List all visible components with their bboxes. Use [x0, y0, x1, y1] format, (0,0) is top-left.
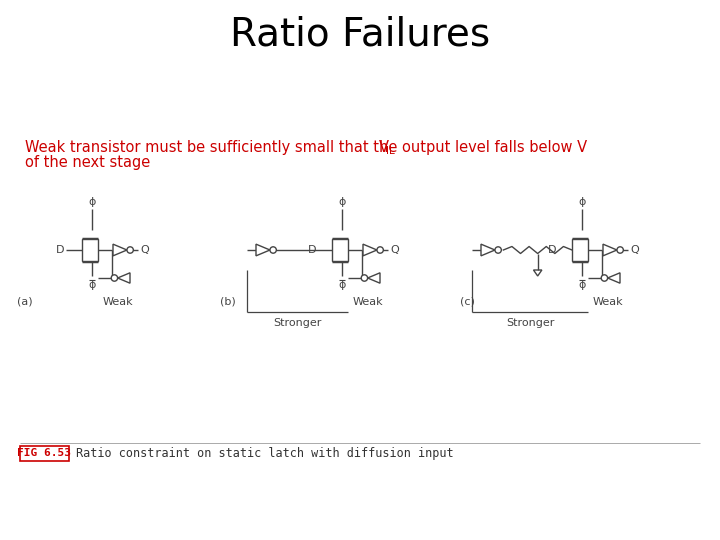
Text: D: D: [307, 245, 316, 255]
Circle shape: [601, 275, 608, 281]
Circle shape: [377, 247, 383, 253]
Circle shape: [361, 275, 368, 281]
Text: (c): (c): [460, 297, 475, 307]
Text: Stronger: Stronger: [274, 318, 322, 328]
Polygon shape: [256, 244, 270, 256]
Text: Weak: Weak: [593, 297, 624, 307]
Polygon shape: [363, 244, 377, 256]
Bar: [572, 239, 588, 261]
Circle shape: [270, 247, 276, 253]
Polygon shape: [603, 244, 617, 256]
Text: ϕ: ϕ: [578, 197, 585, 207]
Text: D: D: [548, 245, 557, 255]
Text: Q: Q: [630, 245, 639, 255]
Circle shape: [495, 247, 501, 253]
Text: (b): (b): [220, 297, 235, 307]
Text: V: V: [379, 140, 389, 155]
Polygon shape: [368, 273, 380, 283]
Text: FIG 6.53: FIG 6.53: [17, 448, 71, 458]
Text: Q: Q: [140, 245, 149, 255]
Circle shape: [111, 275, 117, 281]
Text: Weak transistor must be sufficiently small that the output level falls below V: Weak transistor must be sufficiently sma…: [25, 140, 587, 155]
Text: ϕ: ϕ: [89, 197, 96, 207]
Text: of the next stage: of the next stage: [25, 155, 150, 170]
FancyBboxPatch shape: [19, 446, 68, 461]
Text: D: D: [55, 245, 64, 255]
Text: IL: IL: [387, 146, 395, 157]
Bar: [332, 239, 348, 261]
Bar: [82, 239, 98, 261]
Text: Weak: Weak: [353, 297, 383, 307]
Text: Q: Q: [390, 245, 399, 255]
Polygon shape: [608, 273, 620, 283]
Text: Weak: Weak: [103, 297, 133, 307]
Text: ϕ: ϕ: [89, 280, 96, 290]
Text: Ratio Failures: Ratio Failures: [230, 16, 490, 54]
Polygon shape: [117, 273, 130, 283]
Text: ϕ: ϕ: [338, 197, 346, 207]
Circle shape: [127, 247, 133, 253]
Text: (a): (a): [17, 297, 33, 307]
Text: Ratio constraint on static latch with diffusion input: Ratio constraint on static latch with di…: [76, 447, 454, 460]
Polygon shape: [113, 244, 127, 256]
Text: Stronger: Stronger: [506, 318, 554, 328]
Polygon shape: [481, 244, 495, 256]
Circle shape: [617, 247, 624, 253]
Text: ϕ: ϕ: [578, 280, 585, 290]
Text: ϕ: ϕ: [338, 280, 346, 290]
